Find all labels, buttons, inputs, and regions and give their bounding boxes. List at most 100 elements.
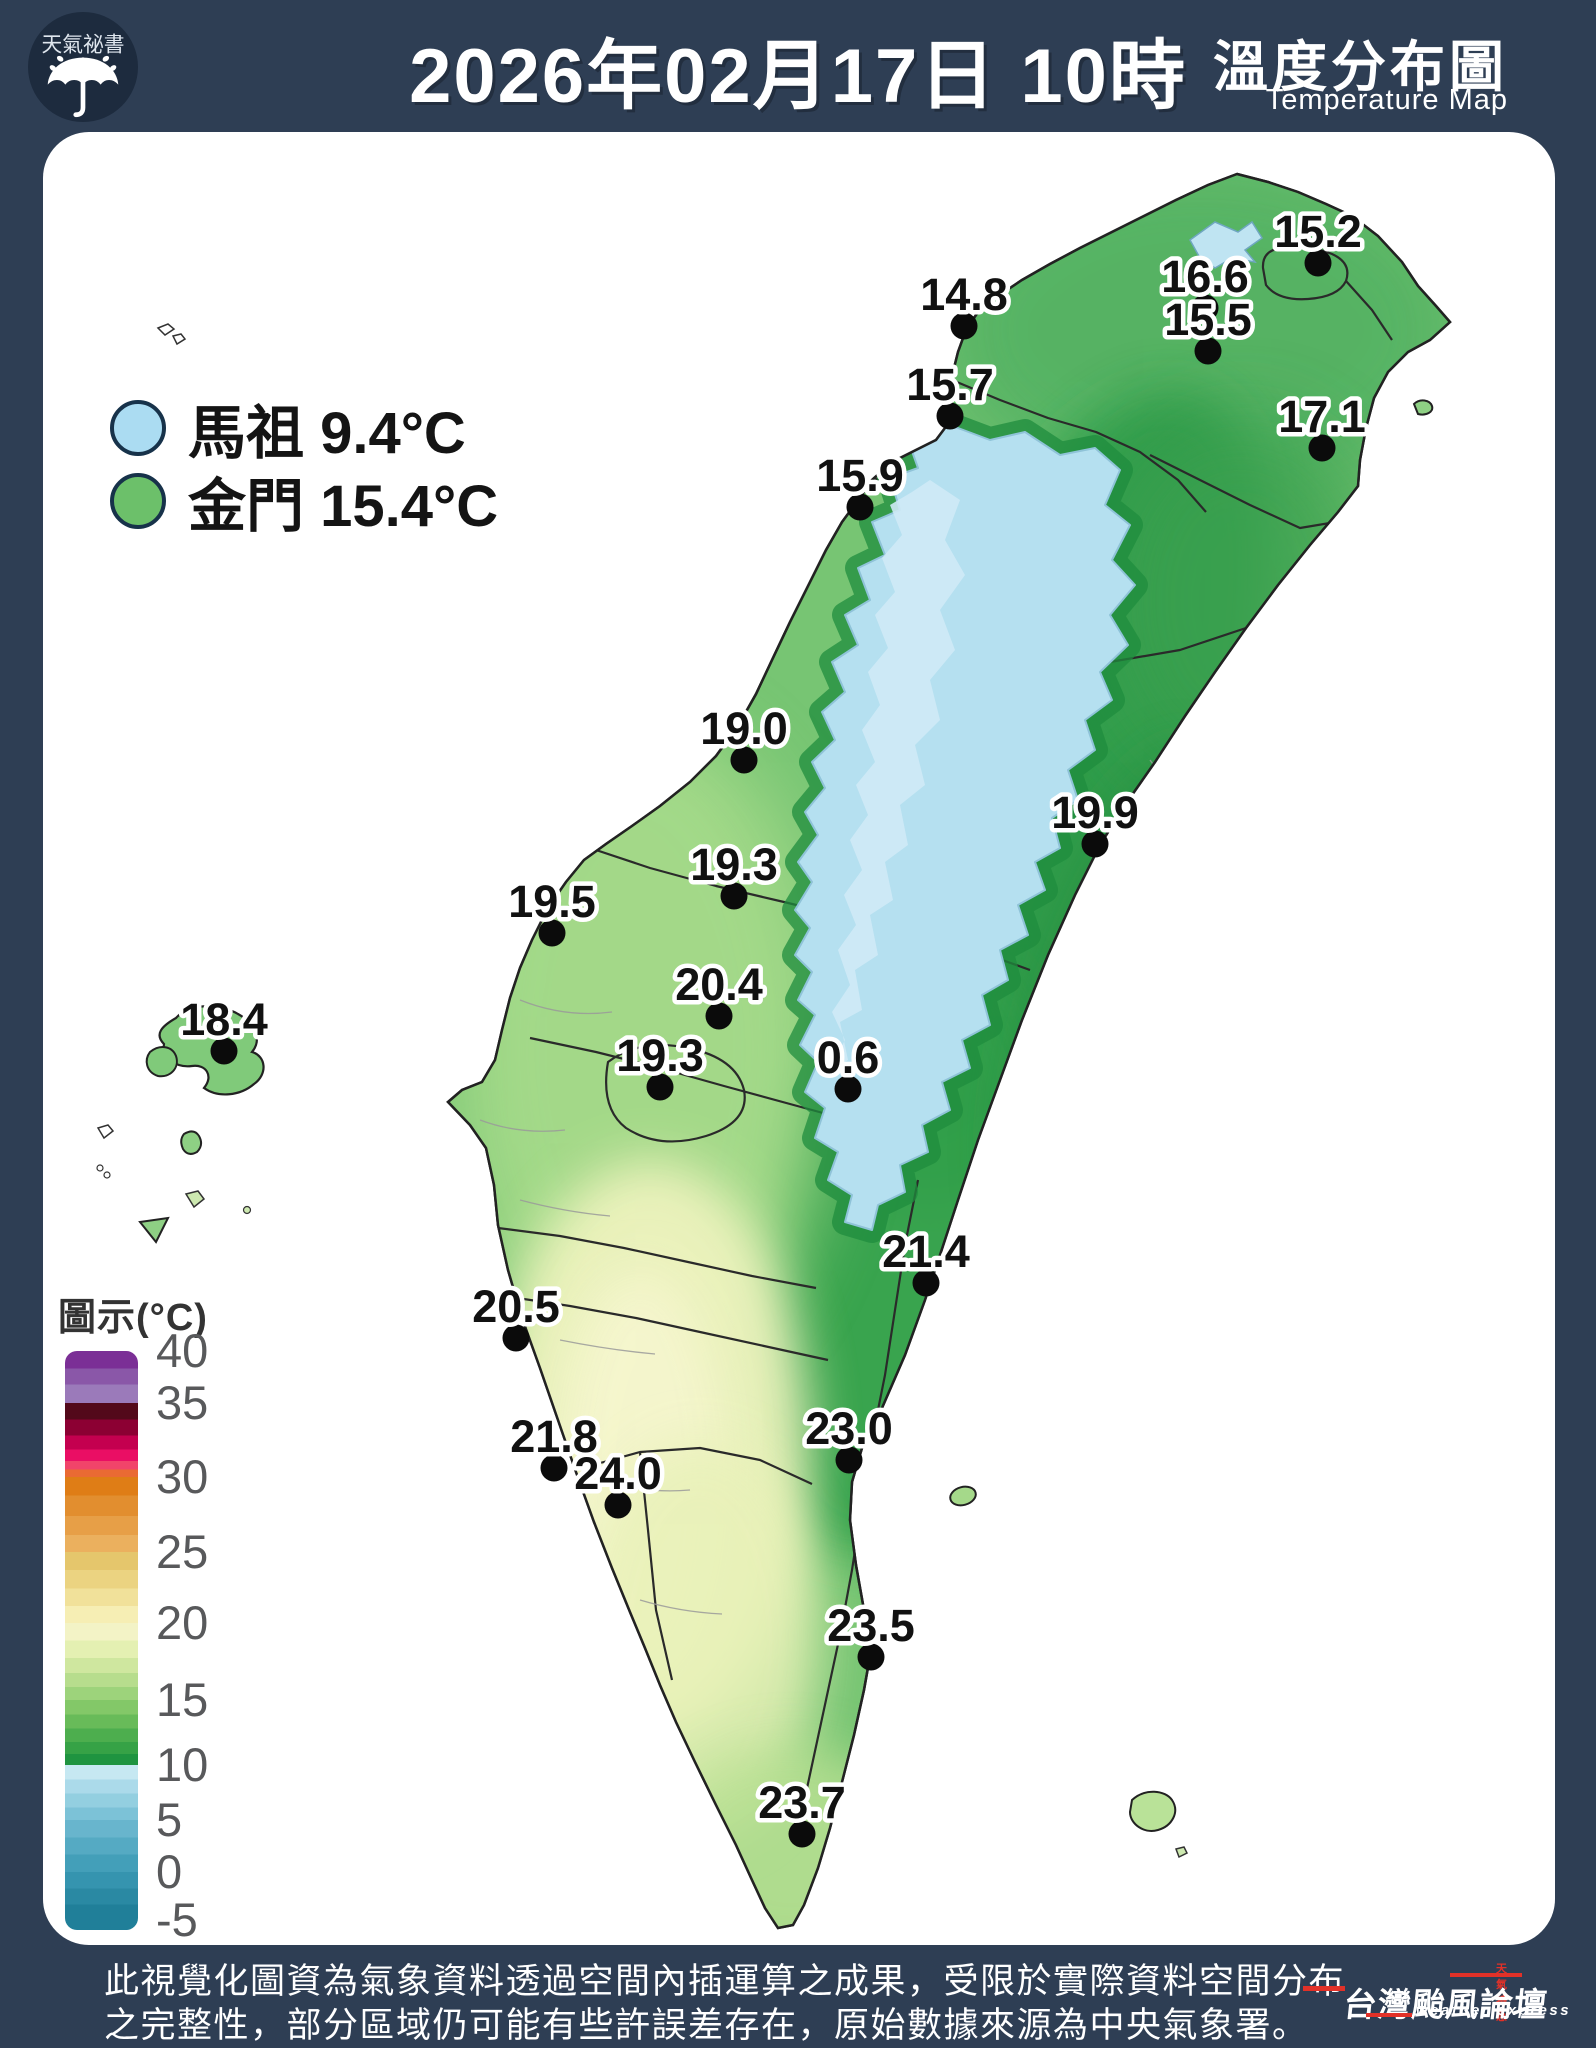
scale-tick--5: -5 bbox=[156, 1893, 198, 1947]
islet-nw-1 bbox=[156, 323, 176, 336]
station-dot bbox=[705, 1002, 733, 1030]
station-15.5: 15.5 bbox=[1160, 290, 1256, 365]
legend-row-kinmen: 金門 15.4°C bbox=[110, 471, 498, 539]
map-type-subtitle: Temperature Map bbox=[1265, 84, 1508, 116]
penghu-islet-6 bbox=[242, 1205, 252, 1215]
station-temp-label: 19.5 bbox=[508, 876, 596, 927]
station-temp-label: 20.4 bbox=[675, 959, 763, 1010]
disclaimer-line-1: 此視覺化圖資為氣象資料透過空間內插運算之成果，受限於實際資料空間分布 bbox=[104, 1962, 1346, 2001]
station-20.4: 20.4 bbox=[671, 955, 767, 1030]
station-dot bbox=[1191, 294, 1219, 322]
station-18.4: 18.4 bbox=[176, 990, 272, 1065]
station-dot bbox=[646, 1073, 674, 1101]
station-19.3: 19.3 bbox=[686, 835, 782, 910]
islet-nw-2 bbox=[171, 333, 187, 346]
station-dot bbox=[502, 1324, 530, 1352]
matsu-color-swatch bbox=[110, 400, 166, 456]
scale-tick-20: 20 bbox=[156, 1596, 209, 1650]
station-temp-label: 18.4 bbox=[180, 994, 268, 1045]
station-19.3: 19.3 bbox=[612, 1026, 708, 1101]
station-temp-label: 15.7 bbox=[906, 359, 994, 410]
station-24.0: 24.0 bbox=[570, 1444, 666, 1519]
station-temp-label: 19.9 bbox=[1051, 787, 1139, 838]
station-dot bbox=[730, 746, 758, 774]
station-15.2: 15.2 bbox=[1270, 202, 1366, 277]
taipei-basin-river bbox=[1189, 220, 1264, 269]
kinmen-color-swatch bbox=[110, 473, 166, 529]
station-temp-label: 21.4 bbox=[882, 1226, 970, 1277]
station-dot bbox=[846, 493, 874, 521]
scale-tick-35: 35 bbox=[156, 1376, 209, 1430]
station-dot bbox=[950, 312, 978, 340]
umbrella-handle bbox=[73, 57, 86, 118]
station-20.5: 20.5 bbox=[468, 1277, 564, 1352]
matsu-label: 馬祖 9.4°C bbox=[188, 401, 466, 466]
penghu-islet-4 bbox=[180, 1130, 203, 1155]
station-temp-label: 23.7 bbox=[758, 1777, 846, 1828]
scale-tick-15: 15 bbox=[156, 1673, 209, 1727]
northeast-terrain bbox=[1100, 420, 1380, 780]
station-dot bbox=[1304, 249, 1332, 277]
station-21.8: 21.8 bbox=[506, 1407, 602, 1482]
station-15.7: 15.7 bbox=[902, 355, 998, 430]
brand-top-line bbox=[1450, 1973, 1522, 1977]
scale-tick-5: 5 bbox=[156, 1792, 183, 1846]
station-temp-label: 21.8 bbox=[510, 1411, 598, 1462]
green-island bbox=[949, 1485, 977, 1507]
penghu-islet-3 bbox=[103, 1171, 111, 1179]
station-15.9: 15.9 bbox=[812, 446, 908, 521]
station-23.7: 23.7 bbox=[754, 1773, 850, 1848]
site-logo[interactable]: 天氣祕書 bbox=[28, 12, 138, 122]
station-23.0: 23.0 bbox=[801, 1399, 897, 1474]
rain-dots bbox=[49, 55, 117, 80]
station-19.5: 19.5 bbox=[504, 872, 600, 947]
brand-underline bbox=[1366, 2013, 1412, 2017]
brand-dash-line bbox=[1303, 1986, 1345, 1991]
island-legend: 馬祖 9.4°C 金門 15.4°C bbox=[110, 398, 498, 544]
stations-layer: 15.2 16.615.5 14.8 15.7 17.1 15.9 19.0 19.9 19.3… bbox=[176, 202, 1370, 1848]
station-temp-label: 15.9 bbox=[816, 450, 904, 501]
kinmen-label: 金門 15.4°C bbox=[188, 474, 499, 539]
brand-tagline: weather express bbox=[1416, 2002, 1572, 2019]
station-0.6: 0.6 bbox=[812, 1028, 884, 1103]
station-dot bbox=[788, 1820, 816, 1848]
logo-text: 天氣祕書 bbox=[41, 33, 124, 56]
station-temp-label: 19.3 bbox=[690, 839, 778, 890]
legend-row-matsu: 馬祖 9.4°C bbox=[110, 398, 498, 466]
station-19.0: 19.0 bbox=[696, 699, 792, 774]
station-dot bbox=[936, 402, 964, 430]
umbrella-logo-icon: 天氣祕書 bbox=[41, 33, 125, 118]
scale-tick-0: 0 bbox=[156, 1845, 183, 1899]
disclaimer-line-2: 之完整性，部分區域仍可能有些許誤差存在，原始數據來源為中央氣象署。 bbox=[104, 2006, 1309, 2045]
scale-tick-30: 30 bbox=[156, 1450, 209, 1504]
penghu-islet-2 bbox=[96, 1164, 104, 1172]
station-dot bbox=[1194, 337, 1222, 365]
station-temp-label: 0.6 bbox=[817, 1032, 880, 1083]
penghu-west-islet bbox=[145, 1046, 178, 1078]
orchid-islet bbox=[1175, 1846, 1189, 1859]
station-dot bbox=[210, 1037, 238, 1065]
station-21.4: 21.4 bbox=[878, 1222, 974, 1297]
station-temp-label: 15.5 bbox=[1164, 294, 1252, 345]
station-temp-label: 24.0 bbox=[574, 1448, 662, 1499]
temperature-scale-bar bbox=[65, 1351, 138, 1930]
station-dot bbox=[538, 919, 566, 947]
station-temp-label: 15.2 bbox=[1274, 206, 1362, 257]
scale-tick-25: 25 bbox=[156, 1524, 209, 1578]
page-title: 2026年02月17日 10時 bbox=[409, 34, 1187, 119]
station-dot bbox=[835, 1446, 863, 1474]
station-dot bbox=[1308, 434, 1336, 462]
penghu-islet-1 bbox=[96, 1124, 115, 1140]
station-temp-label: 23.5 bbox=[827, 1600, 915, 1651]
station-dot bbox=[604, 1491, 632, 1519]
cold-mountain-core bbox=[828, 480, 965, 1072]
station-16.6: 16.6 bbox=[1157, 247, 1253, 322]
station-temp-label: 17.1 bbox=[1278, 391, 1366, 442]
station-dot bbox=[720, 882, 748, 910]
penghu-islet-triangle bbox=[138, 1216, 170, 1244]
station-19.9: 19.9 bbox=[1047, 783, 1143, 858]
station-23.5: 23.5 bbox=[823, 1596, 919, 1671]
brand-small-red-text: 天氣特急 bbox=[1496, 1963, 1508, 2023]
